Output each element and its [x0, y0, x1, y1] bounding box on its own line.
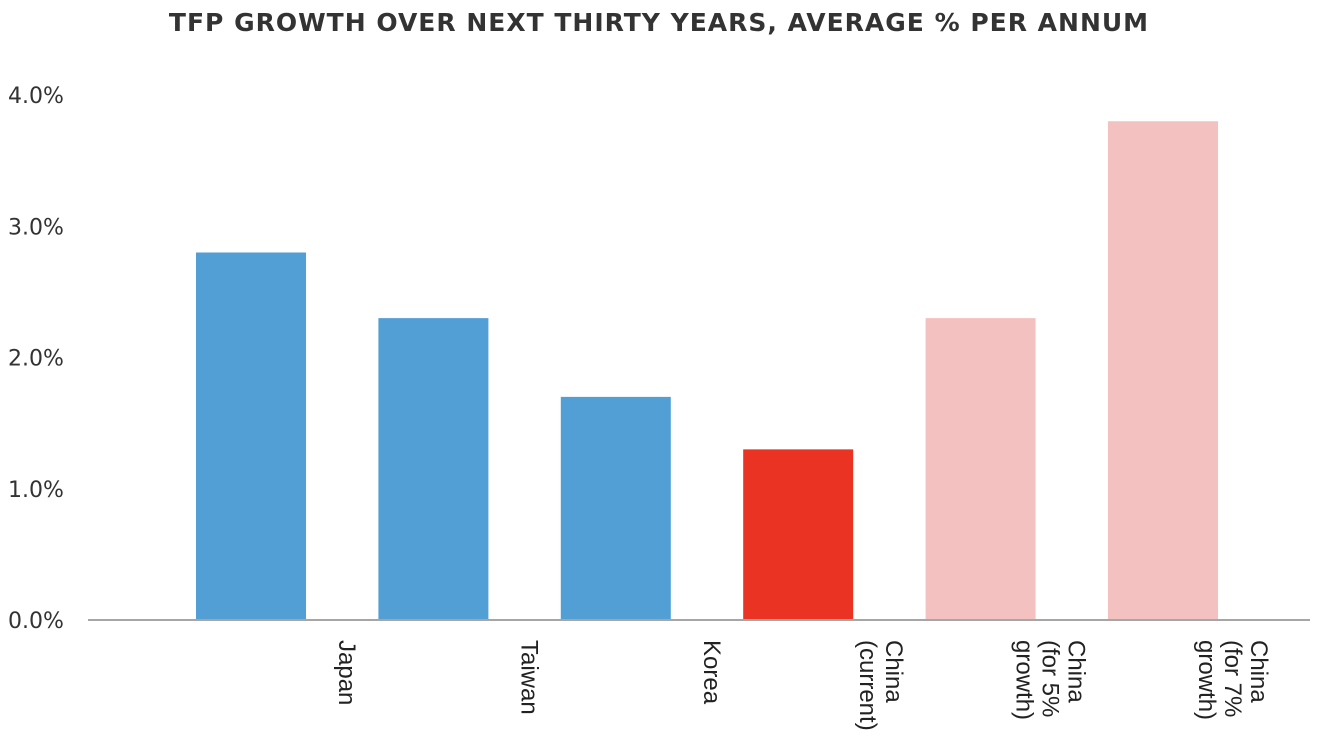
bar [378, 318, 489, 620]
y-tick-label: 1.0% [8, 478, 64, 503]
x-tick-label: Taiwan [515, 640, 542, 715]
x-category-label: Taiwan [515, 640, 542, 715]
x-tick-label: growth) [1011, 640, 1038, 720]
x-tick-label: (for 5% [1037, 640, 1064, 717]
bar [743, 449, 854, 620]
bar [196, 252, 306, 620]
x-tick-label: China [880, 640, 907, 703]
x-tick-label: China [1245, 640, 1272, 703]
bar [925, 318, 1036, 620]
x-category-label: China(current) [854, 640, 907, 731]
x-tick-label: Korea [698, 640, 725, 705]
x-category-label: China(for 7%growth) [1193, 640, 1272, 720]
x-tick-label: (for 7% [1219, 640, 1246, 717]
chart-title: TFP GROWTH OVER NEXT THIRTY YEARS, AVERA… [168, 8, 1150, 37]
x-tick-label: growth) [1193, 640, 1220, 720]
bar [1108, 121, 1218, 620]
x-category-label: Japan [333, 640, 360, 705]
y-tick-label: 4.0% [8, 84, 64, 109]
x-tick-label: China [1063, 640, 1090, 703]
x-tick-label: (current) [854, 640, 881, 731]
x-tick-label: Japan [333, 640, 360, 705]
x-axis-labels: Japan Taiwan Korea China(current) China(for … [333, 640, 1272, 731]
y-tick-label: 0.0% [8, 609, 64, 634]
y-axis-ticks: 0.0% 1.0% 2.0% 3.0% 4.0% [8, 84, 64, 634]
y-tick-label: 2.0% [8, 347, 64, 372]
bars [196, 121, 1218, 620]
x-category-label: Korea [698, 640, 725, 705]
y-tick-label: 3.0% [8, 215, 64, 240]
bar [560, 396, 671, 620]
x-category-label: China(for 5%growth) [1011, 640, 1090, 720]
